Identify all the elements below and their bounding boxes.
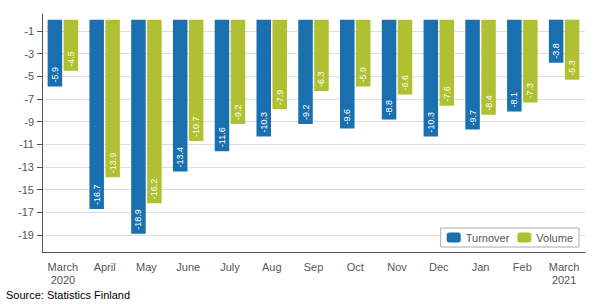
- svg-text:-11.6: -11.6: [217, 127, 227, 147]
- svg-text:March: March: [549, 261, 580, 273]
- svg-text:-5.3: -5.3: [567, 60, 577, 76]
- svg-text:-9.7: -9.7: [468, 110, 478, 126]
- svg-text:-7.6: -7.6: [442, 86, 452, 102]
- svg-text:-5.9: -5.9: [358, 67, 368, 83]
- svg-text:Jan: Jan: [472, 261, 490, 273]
- svg-text:-8.8: -8.8: [384, 100, 394, 116]
- svg-text:-1: -1: [24, 25, 34, 37]
- svg-text:-16.7: -16.7: [92, 184, 102, 205]
- svg-text:-8.1: -8.1: [509, 92, 519, 108]
- svg-text:Sep: Sep: [304, 261, 324, 273]
- svg-text:-9: -9: [24, 116, 34, 128]
- svg-text:-6.6: -6.6: [400, 75, 410, 91]
- svg-text:Dec: Dec: [429, 261, 449, 273]
- svg-text:-13.9: -13.9: [108, 153, 118, 174]
- svg-text:-18.9: -18.9: [133, 209, 143, 230]
- svg-text:Nov: Nov: [387, 261, 407, 273]
- svg-text:-6.3: -6.3: [316, 72, 326, 88]
- svg-text:-4.5: -4.5: [66, 51, 76, 67]
- svg-text:-16.2: -16.2: [149, 179, 159, 200]
- svg-text:Oct: Oct: [347, 261, 364, 273]
- svg-text:-17: -17: [18, 206, 34, 218]
- svg-text:-5: -5: [24, 70, 34, 82]
- svg-text:-8.4: -8.4: [484, 95, 494, 111]
- svg-text:Feb: Feb: [513, 261, 532, 273]
- svg-text:-7: -7: [24, 93, 34, 105]
- svg-text:-3.8: -3.8: [551, 43, 561, 59]
- svg-text:-5.9: -5.9: [50, 67, 60, 83]
- svg-text:Turnover: Turnover: [466, 232, 510, 244]
- svg-text:-7.3: -7.3: [525, 83, 535, 99]
- svg-text:-13.4: -13.4: [175, 147, 185, 168]
- svg-text:2021: 2021: [552, 274, 576, 286]
- svg-text:-15: -15: [18, 184, 34, 196]
- svg-text:June: June: [176, 261, 200, 273]
- svg-text:-9.6: -9.6: [342, 109, 352, 125]
- svg-text:Volume: Volume: [536, 232, 573, 244]
- svg-text:Source: Statistics Finland: Source: Statistics Finland: [6, 289, 130, 301]
- svg-text:-10.3: -10.3: [426, 112, 436, 133]
- svg-text:-9.2: -9.2: [301, 104, 311, 120]
- svg-text:-11: -11: [19, 138, 34, 150]
- svg-text:-13: -13: [18, 161, 34, 173]
- svg-text:July: July: [220, 261, 240, 273]
- svg-text:April: April: [94, 261, 116, 273]
- svg-text:-9.2: -9.2: [233, 104, 243, 120]
- svg-text:Aug: Aug: [262, 261, 282, 273]
- svg-text:-7.9: -7.9: [275, 90, 285, 106]
- svg-text:-10.7: -10.7: [191, 116, 201, 137]
- svg-text:March: March: [48, 261, 79, 273]
- svg-text:-19: -19: [18, 229, 34, 241]
- svg-text:2020: 2020: [51, 274, 75, 286]
- svg-text:-3: -3: [24, 48, 34, 60]
- svg-text:-10.3: -10.3: [259, 112, 269, 133]
- svg-text:May: May: [136, 261, 157, 273]
